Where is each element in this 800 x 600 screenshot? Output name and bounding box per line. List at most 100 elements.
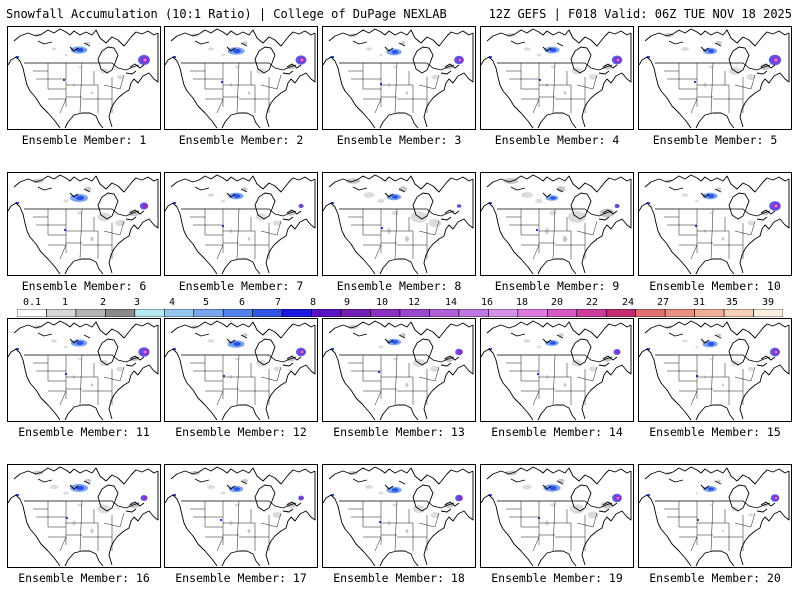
coastline (8, 174, 159, 275)
hudson-bay-outline (254, 338, 276, 366)
ensemble-member-4-map (480, 26, 634, 130)
member-8-snowfall-map (323, 174, 474, 275)
snowfall-shading (489, 33, 623, 95)
ensemble-member-1-map (7, 26, 161, 130)
coastline (8, 466, 159, 567)
hudson-bay-outline (412, 484, 434, 512)
ensemble-member-label: Ensemble Member: 16 (18, 571, 150, 585)
colorbar-segment (576, 309, 607, 317)
colorbar-tick-label: 4 (168, 297, 176, 308)
hudson-bay-outline (570, 484, 592, 512)
state-boundaries (664, 354, 756, 406)
state-boundaries (348, 500, 440, 552)
colorbar-tick-label: 18 (515, 297, 529, 308)
ensemble-member-20-map (638, 464, 792, 568)
us-canada-border (181, 500, 297, 509)
ensemble-member-5-map (638, 26, 792, 130)
colorbar-tick-label: 31 (692, 297, 706, 308)
member-14-snowfall-map (481, 320, 632, 421)
member-2-snowfall-map (165, 28, 316, 129)
hudson-bay-outline (97, 484, 119, 512)
snowfall-shading (16, 325, 150, 387)
coastline (323, 28, 474, 129)
colorbar-segment (517, 309, 548, 317)
us-canada-border (497, 500, 613, 509)
member-18-snowfall-map (323, 466, 474, 567)
ensemble-member-label: Ensemble Member: 3 (336, 133, 462, 147)
snowfall-shading (331, 33, 464, 95)
ensemble-member-label: Ensemble Member: 19 (491, 571, 623, 585)
coastline (323, 466, 474, 567)
coastline (481, 174, 632, 275)
colorbar-tick-label: 39 (761, 297, 775, 308)
coastline (323, 174, 474, 275)
hudson-bay-outline (728, 46, 750, 74)
colorbar-segment (664, 309, 695, 317)
state-boundaries (190, 208, 282, 260)
state-boundaries (190, 500, 282, 552)
us-canada-border (24, 62, 140, 71)
colorbar-tick-label: 9 (343, 297, 351, 308)
ensemble-member-label: Ensemble Member: 17 (175, 571, 307, 585)
colorbar-segment (105, 309, 136, 317)
coastline (323, 320, 474, 421)
coastline (165, 320, 316, 421)
ensemble-member-label: Ensemble Member: 10 (649, 279, 781, 293)
us-canada-border (181, 354, 297, 363)
snowfall-shading (647, 179, 781, 241)
ensemble-member-label: Ensemble Member: 13 (333, 425, 465, 439)
model-valid-time: 12Z GEFS | F018 Valid: 06Z TUE NOV 18 20… (488, 7, 792, 21)
member-19-snowfall-map (481, 466, 632, 567)
colorbar-tick-label: 35 (725, 297, 739, 308)
member-11-snowfall-map (8, 320, 159, 421)
us-canada-border (655, 354, 771, 363)
state-boundaries (348, 208, 440, 260)
colorbar-segment (547, 309, 578, 317)
member-5-snowfall-map (639, 28, 790, 129)
us-canada-border (339, 208, 455, 217)
snowfall-shading (173, 325, 307, 379)
hudson-bay-outline (97, 338, 119, 366)
ensemble-member-10-map (638, 172, 792, 276)
member-15-snowfall-map (639, 320, 790, 421)
colorbar-segment (193, 309, 224, 317)
hudson-bay-outline (728, 484, 750, 512)
colorbar-segment (488, 309, 519, 317)
colorbar-tick-label: 16 (480, 297, 494, 308)
colorbar-tick-label: 6 (238, 297, 246, 308)
ensemble-member-label: Ensemble Member: 2 (178, 133, 304, 147)
hudson-bay-outline (728, 338, 750, 366)
coastline (165, 28, 316, 129)
coastline (8, 320, 159, 421)
map-title: Snowfall Accumulation (10:1 Ratio) | Col… (6, 7, 447, 21)
snowfall-colorbar (17, 309, 783, 317)
state-boundaries (348, 354, 440, 406)
state-boundaries (506, 208, 598, 260)
us-canada-border (181, 62, 297, 71)
colorbar-tick-label: 7 (274, 297, 282, 308)
ensemble-member-label: Ensemble Member: 8 (336, 279, 462, 293)
colorbar-tick-label: 14 (444, 297, 458, 308)
member-16-snowfall-map (8, 466, 159, 567)
us-canada-border (655, 500, 771, 509)
coastline (8, 28, 159, 129)
colorbar-tick-label: 1 (61, 297, 69, 308)
hudson-bay-outline (254, 192, 276, 220)
colorbar-segment (458, 309, 489, 317)
state-boundaries (506, 500, 598, 552)
us-canada-border (24, 500, 140, 509)
us-canada-border (24, 354, 140, 363)
colorbar-segment (281, 309, 312, 317)
colorbar-tick-label: 20 (550, 297, 564, 308)
hudson-bay-outline (570, 338, 592, 366)
state-boundaries (190, 354, 282, 406)
us-canada-border (497, 354, 613, 363)
state-boundaries (664, 208, 756, 260)
colorbar-segment (75, 309, 106, 317)
ensemble-member-11-map (7, 318, 161, 422)
ensemble-member-label: Ensemble Member: 9 (494, 279, 620, 293)
colorbar-segment (605, 309, 636, 317)
member-17-snowfall-map (165, 466, 316, 567)
state-boundaries (664, 500, 756, 552)
ensemble-member-6-map (7, 172, 161, 276)
